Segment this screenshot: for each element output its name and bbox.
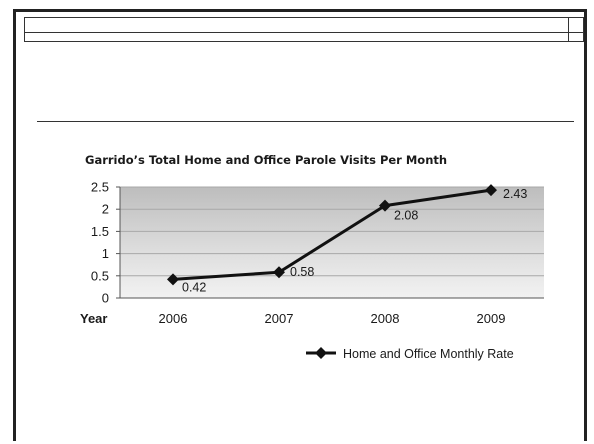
data-label: 2.43 xyxy=(503,187,527,201)
x-tick-label: 2006 xyxy=(159,311,188,326)
data-labels: 0.42 0.58 2.08 2.43 xyxy=(182,187,527,294)
gridlines xyxy=(120,186,544,277)
x-tick-label: 2007 xyxy=(265,311,294,326)
legend: Home and Office Monthly Rate xyxy=(306,347,514,361)
data-label: 0.42 xyxy=(182,280,206,294)
legend-diamond-marker xyxy=(315,347,327,359)
data-point-marker xyxy=(379,199,391,212)
y-tick-labels: 0 0.5 1 1.5 2 2.5 xyxy=(91,180,120,306)
data-point-marker xyxy=(167,273,179,286)
x-tick-label: 2009 xyxy=(477,311,506,326)
x-tick-label: 2008 xyxy=(371,311,400,326)
data-label: 0.58 xyxy=(290,265,314,279)
header-table xyxy=(24,17,584,42)
y-tick-label: 0 xyxy=(102,291,109,306)
data-point-marker xyxy=(485,184,497,197)
y-tick-label: 1.5 xyxy=(91,224,109,239)
header-table-row-divider xyxy=(25,32,583,33)
header-table-column-divider xyxy=(568,18,569,41)
data-label: 2.08 xyxy=(394,209,418,223)
page-frame xyxy=(13,9,587,441)
y-tick-label: 1 xyxy=(102,246,109,261)
y-tick-label: 2.5 xyxy=(91,180,109,195)
chart-title: Garrido’s Total Home and Office Parole V… xyxy=(85,153,447,167)
series-line-home-and-office-monthly-rate xyxy=(172,188,492,281)
y-tick-label: 0.5 xyxy=(91,268,109,283)
legend-label: Home and Office Monthly Rate xyxy=(343,347,514,361)
series-markers xyxy=(167,184,497,286)
data-point-marker xyxy=(273,266,285,279)
separator-line xyxy=(37,121,574,122)
x-axis-title: Year xyxy=(80,311,107,326)
y-tick-label: 2 xyxy=(102,202,109,217)
x-tick-labels: 2006 2007 2008 2009 xyxy=(159,311,506,326)
